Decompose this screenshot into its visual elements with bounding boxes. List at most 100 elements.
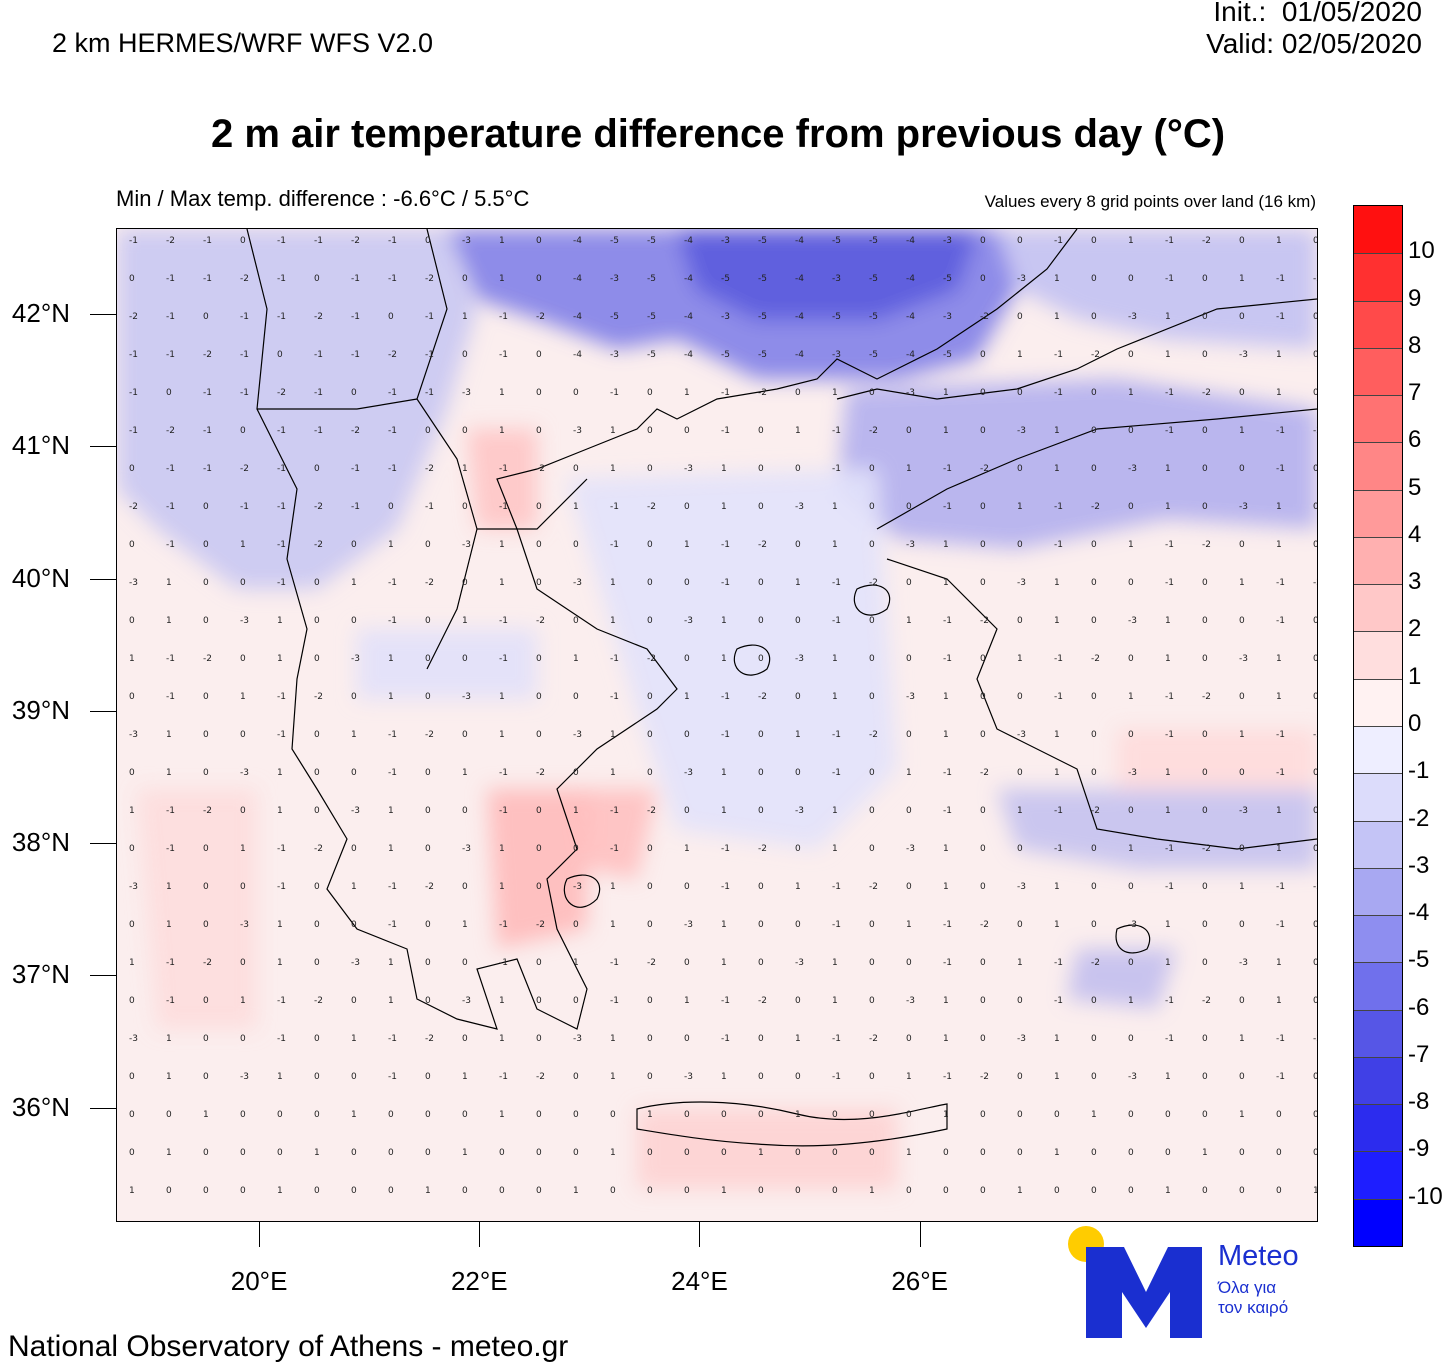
grid-value: 0 <box>1202 464 1208 474</box>
grid-value: 1 <box>166 578 172 588</box>
grid-value: -4 <box>906 350 915 360</box>
grid-value: -3 <box>1128 768 1137 778</box>
grid-value: 1 <box>684 844 690 854</box>
grid-value: -2 <box>314 540 323 550</box>
grid-value: 1 <box>573 806 579 816</box>
grid-value: 0 <box>647 730 653 740</box>
grid-value: -1 <box>351 502 360 512</box>
grid-value: -5 <box>869 274 878 284</box>
grid-value: -1 <box>1054 654 1063 664</box>
legend-swatch <box>1354 442 1402 490</box>
legend-label: 1 <box>1408 662 1422 690</box>
grid-value: 0 <box>129 692 135 702</box>
grid-value: -3 <box>351 958 360 968</box>
grid-value: 1 <box>462 464 468 474</box>
grid-value: -1 <box>610 806 619 816</box>
grid-value: 0 <box>943 1186 949 1196</box>
grid-value: 0 <box>536 350 542 360</box>
grid-value: 0 <box>129 464 135 474</box>
grid-value: -1 <box>1276 1072 1285 1082</box>
meteo-logo[interactable]: Meteo Όλα για τον καιρό <box>1066 1222 1326 1342</box>
grid-value: 0 <box>1276 1148 1282 1158</box>
grid-value: -2 <box>869 730 878 740</box>
grid-value: 1 <box>1239 578 1245 588</box>
grid-value: 0 <box>758 426 764 436</box>
grid-value: 0 <box>647 768 653 778</box>
grid-value: 0 <box>906 1034 912 1044</box>
grid-value: 1 <box>499 388 505 398</box>
grid-value: -1 <box>943 920 952 930</box>
grid-value: -1 <box>166 464 175 474</box>
grid-value: 0 <box>1017 1148 1023 1158</box>
grid-value: -4 <box>684 350 693 360</box>
grid-value: 0 <box>1313 806 1317 816</box>
grid-value: -3 <box>795 806 804 816</box>
grid-value: 0 <box>129 996 135 1006</box>
grid-value: 0 <box>1202 806 1208 816</box>
grid-value: 1 <box>166 730 172 740</box>
grid-value: -3 <box>906 540 915 550</box>
grid-value: 1 <box>129 1186 135 1196</box>
grid-value: 1 <box>832 996 838 1006</box>
grid-value: 0 <box>647 882 653 892</box>
grid-value: 0 <box>906 1186 912 1196</box>
grid-value: -1 <box>388 236 397 246</box>
grid-value: -2 <box>980 616 989 626</box>
grid-value: -2 <box>1313 730 1317 740</box>
grid-value: 0 <box>240 236 246 246</box>
grid-value: 1 <box>832 502 838 512</box>
grid-value: 0 <box>203 996 209 1006</box>
grid-value: 0 <box>351 692 357 702</box>
grid-value: 1 <box>499 996 505 1006</box>
grid-value: 0 <box>1017 312 1023 322</box>
grid-value: 0 <box>980 1034 986 1044</box>
grid-value: 1 <box>906 464 912 474</box>
grid-value: -1 <box>610 958 619 968</box>
latitude-label: 37°N <box>11 959 70 990</box>
grid-value: 1 <box>647 1110 653 1120</box>
grid-value: 1 <box>795 1110 801 1120</box>
grid-value: 0 <box>1313 540 1317 550</box>
grid-value: 0 <box>832 1110 838 1120</box>
grid-value: 0 <box>1202 1034 1208 1044</box>
grid-value: -2 <box>240 464 249 474</box>
grid-value: 1 <box>462 768 468 778</box>
grid-value: 0 <box>869 958 875 968</box>
grid-value: 0 <box>647 464 653 474</box>
grid-value: 1 <box>943 730 949 740</box>
grid-value: 0 <box>129 274 135 284</box>
grid-value: 0 <box>536 540 542 550</box>
grid-value: 0 <box>684 882 690 892</box>
grid-value: 1 <box>499 578 505 588</box>
grid-value: 1 <box>462 920 468 930</box>
legend-label: -2 <box>1408 804 1430 832</box>
grid-value: 1 <box>610 730 616 740</box>
grid-value: -2 <box>869 1034 878 1044</box>
grid-value: 1 <box>1017 654 1023 664</box>
grid-value: 1 <box>573 502 579 512</box>
grid-value: -1 <box>203 426 212 436</box>
grid-value: -3 <box>610 274 619 284</box>
grid-value: 1 <box>277 920 283 930</box>
grid-value: 0 <box>1017 996 1023 1006</box>
grid-value: 0 <box>684 654 690 664</box>
grid-value: -1 <box>1276 882 1285 892</box>
grid-value: 0 <box>425 654 431 664</box>
grid-value: -1 <box>351 312 360 322</box>
grid-value: 1 <box>795 578 801 588</box>
grid-value: 0 <box>758 920 764 930</box>
grid-value: 0 <box>129 920 135 930</box>
grid-value: 1 <box>1165 616 1171 626</box>
grid-value: 1 <box>1165 920 1171 930</box>
grid-value: 0 <box>536 1034 542 1044</box>
grid-value: -2 <box>1313 578 1317 588</box>
grid-value: -1 <box>1165 578 1174 588</box>
grid-value: 0 <box>758 1034 764 1044</box>
grid-value: 0 <box>906 730 912 740</box>
grid-value: -2 <box>1313 1034 1317 1044</box>
grid-value: 1 <box>388 806 394 816</box>
grid-value: 0 <box>1239 844 1245 854</box>
grid-value: 0 <box>980 806 986 816</box>
grid-value: 1 <box>1165 350 1171 360</box>
grid-value: 1 <box>499 540 505 550</box>
